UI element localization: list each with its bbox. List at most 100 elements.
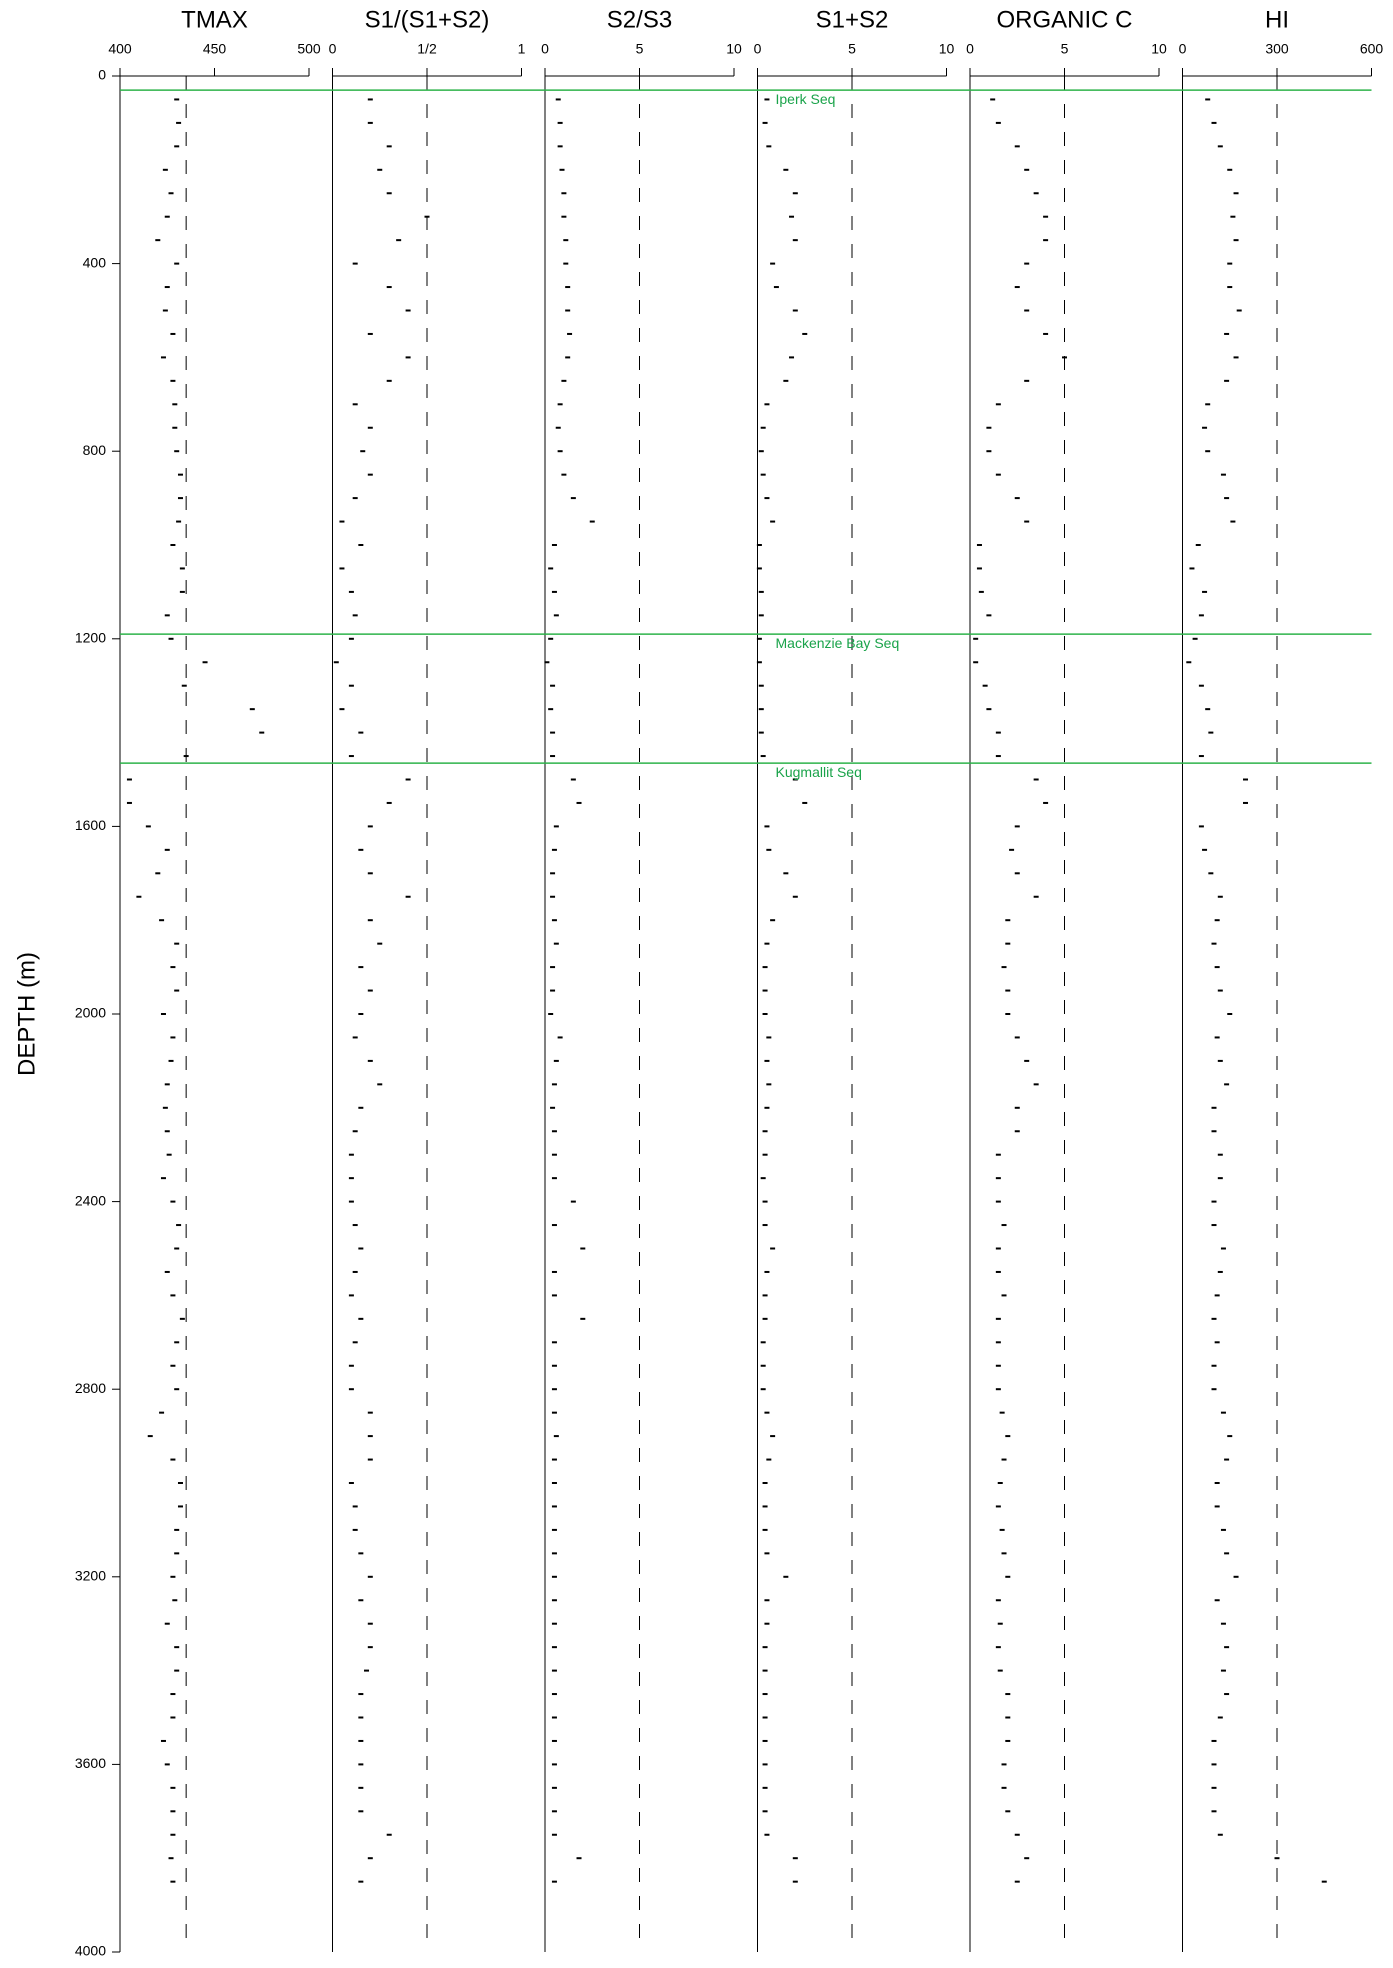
- data-point: [756, 661, 762, 664]
- data-point: [762, 989, 768, 992]
- data-point: [551, 1083, 557, 1086]
- data-point: [551, 1599, 557, 1602]
- data-point: [174, 1528, 180, 1531]
- data-point: [174, 1388, 180, 1391]
- data-point: [352, 1224, 358, 1227]
- data-point: [1233, 192, 1239, 195]
- data-point: [1227, 1435, 1233, 1438]
- data-point: [1005, 1739, 1011, 1742]
- data-point: [1214, 919, 1220, 922]
- data-point: [174, 1646, 180, 1649]
- x-tick-label: 1/2: [417, 41, 437, 57]
- data-point: [1198, 825, 1204, 828]
- y-tick-label: 4000: [75, 1943, 106, 1959]
- data-point: [999, 1411, 1005, 1414]
- data-point: [170, 1716, 176, 1719]
- data-point: [973, 661, 979, 664]
- data-point: [553, 614, 559, 617]
- data-point: [1033, 1083, 1039, 1086]
- data-point: [555, 426, 561, 429]
- data-point: [1274, 1857, 1280, 1860]
- data-point: [1217, 989, 1223, 992]
- data-point: [348, 1482, 354, 1484]
- data-point: [551, 1294, 557, 1297]
- data-point: [551, 919, 557, 922]
- data-point: [551, 1833, 557, 1836]
- horizon-label: Mackenzie Bay Seq: [776, 635, 900, 651]
- data-point: [792, 192, 798, 195]
- data-point: [995, 473, 1001, 476]
- data-point: [352, 403, 358, 406]
- data-point: [792, 1857, 798, 1860]
- data-point: [1005, 1810, 1011, 1813]
- data-point: [1014, 825, 1020, 828]
- data-point: [170, 1810, 176, 1813]
- data-point: [551, 1458, 557, 1461]
- data-point: [762, 1763, 768, 1766]
- data-point: [758, 731, 764, 734]
- data-point: [548, 1013, 554, 1015]
- data-point: [1214, 1505, 1220, 1508]
- x-tick-label: 10: [1151, 41, 1167, 57]
- data-point: [181, 684, 187, 687]
- data-point: [1224, 1458, 1230, 1461]
- data-point: [1014, 1880, 1020, 1883]
- data-point: [551, 1528, 557, 1531]
- data-point: [367, 1622, 373, 1625]
- data-point: [168, 637, 174, 640]
- data-point: [348, 590, 354, 593]
- data-point: [249, 708, 255, 711]
- data-point: [764, 1270, 770, 1273]
- data-point: [976, 544, 982, 546]
- data-point: [352, 1341, 358, 1344]
- data-point: [1211, 942, 1217, 945]
- data-point: [145, 825, 151, 828]
- data-point: [358, 1599, 364, 1602]
- data-point: [1220, 1528, 1226, 1531]
- data-point: [589, 520, 595, 523]
- data-point: [762, 1317, 768, 1320]
- data-point: [172, 403, 178, 406]
- data-point: [551, 1130, 557, 1133]
- data-point: [164, 614, 170, 617]
- data-point: [557, 145, 563, 148]
- x-tick-label: 5: [636, 41, 644, 57]
- data-point: [1208, 731, 1214, 734]
- data-point: [1014, 497, 1020, 500]
- data-point: [168, 1857, 174, 1860]
- data-point: [1227, 286, 1233, 289]
- data-point: [1217, 145, 1223, 148]
- data-point: [580, 1317, 586, 1320]
- data-point: [1214, 1599, 1220, 1602]
- data-point: [348, 1153, 354, 1156]
- data-point: [995, 1505, 1001, 1508]
- data-point: [352, 1505, 358, 1508]
- data-point: [995, 1153, 1001, 1156]
- data-point: [766, 1458, 772, 1461]
- y-tick-label: 2000: [75, 1005, 106, 1021]
- data-point: [1243, 801, 1248, 804]
- data-point: [170, 1833, 176, 1836]
- data-point: [386, 145, 392, 148]
- data-point: [259, 731, 265, 734]
- data-point: [766, 1083, 772, 1086]
- data-point: [1230, 520, 1236, 523]
- data-point: [172, 1599, 178, 1602]
- data-point: [352, 497, 358, 500]
- data-point: [1211, 1317, 1217, 1320]
- data-point: [352, 262, 358, 265]
- data-point: [563, 262, 569, 265]
- data-point: [760, 755, 766, 758]
- data-point: [339, 520, 345, 523]
- data-point: [1236, 309, 1242, 312]
- data-point: [1214, 1341, 1220, 1344]
- data-point: [164, 215, 170, 218]
- data-point: [176, 121, 182, 124]
- data-point: [162, 168, 168, 171]
- data-point: [995, 1599, 1001, 1602]
- data-point: [159, 919, 165, 922]
- data-point: [1217, 1177, 1223, 1180]
- data-point: [164, 286, 170, 289]
- data-point: [1243, 778, 1248, 781]
- x-tick-label: 5: [1061, 41, 1069, 57]
